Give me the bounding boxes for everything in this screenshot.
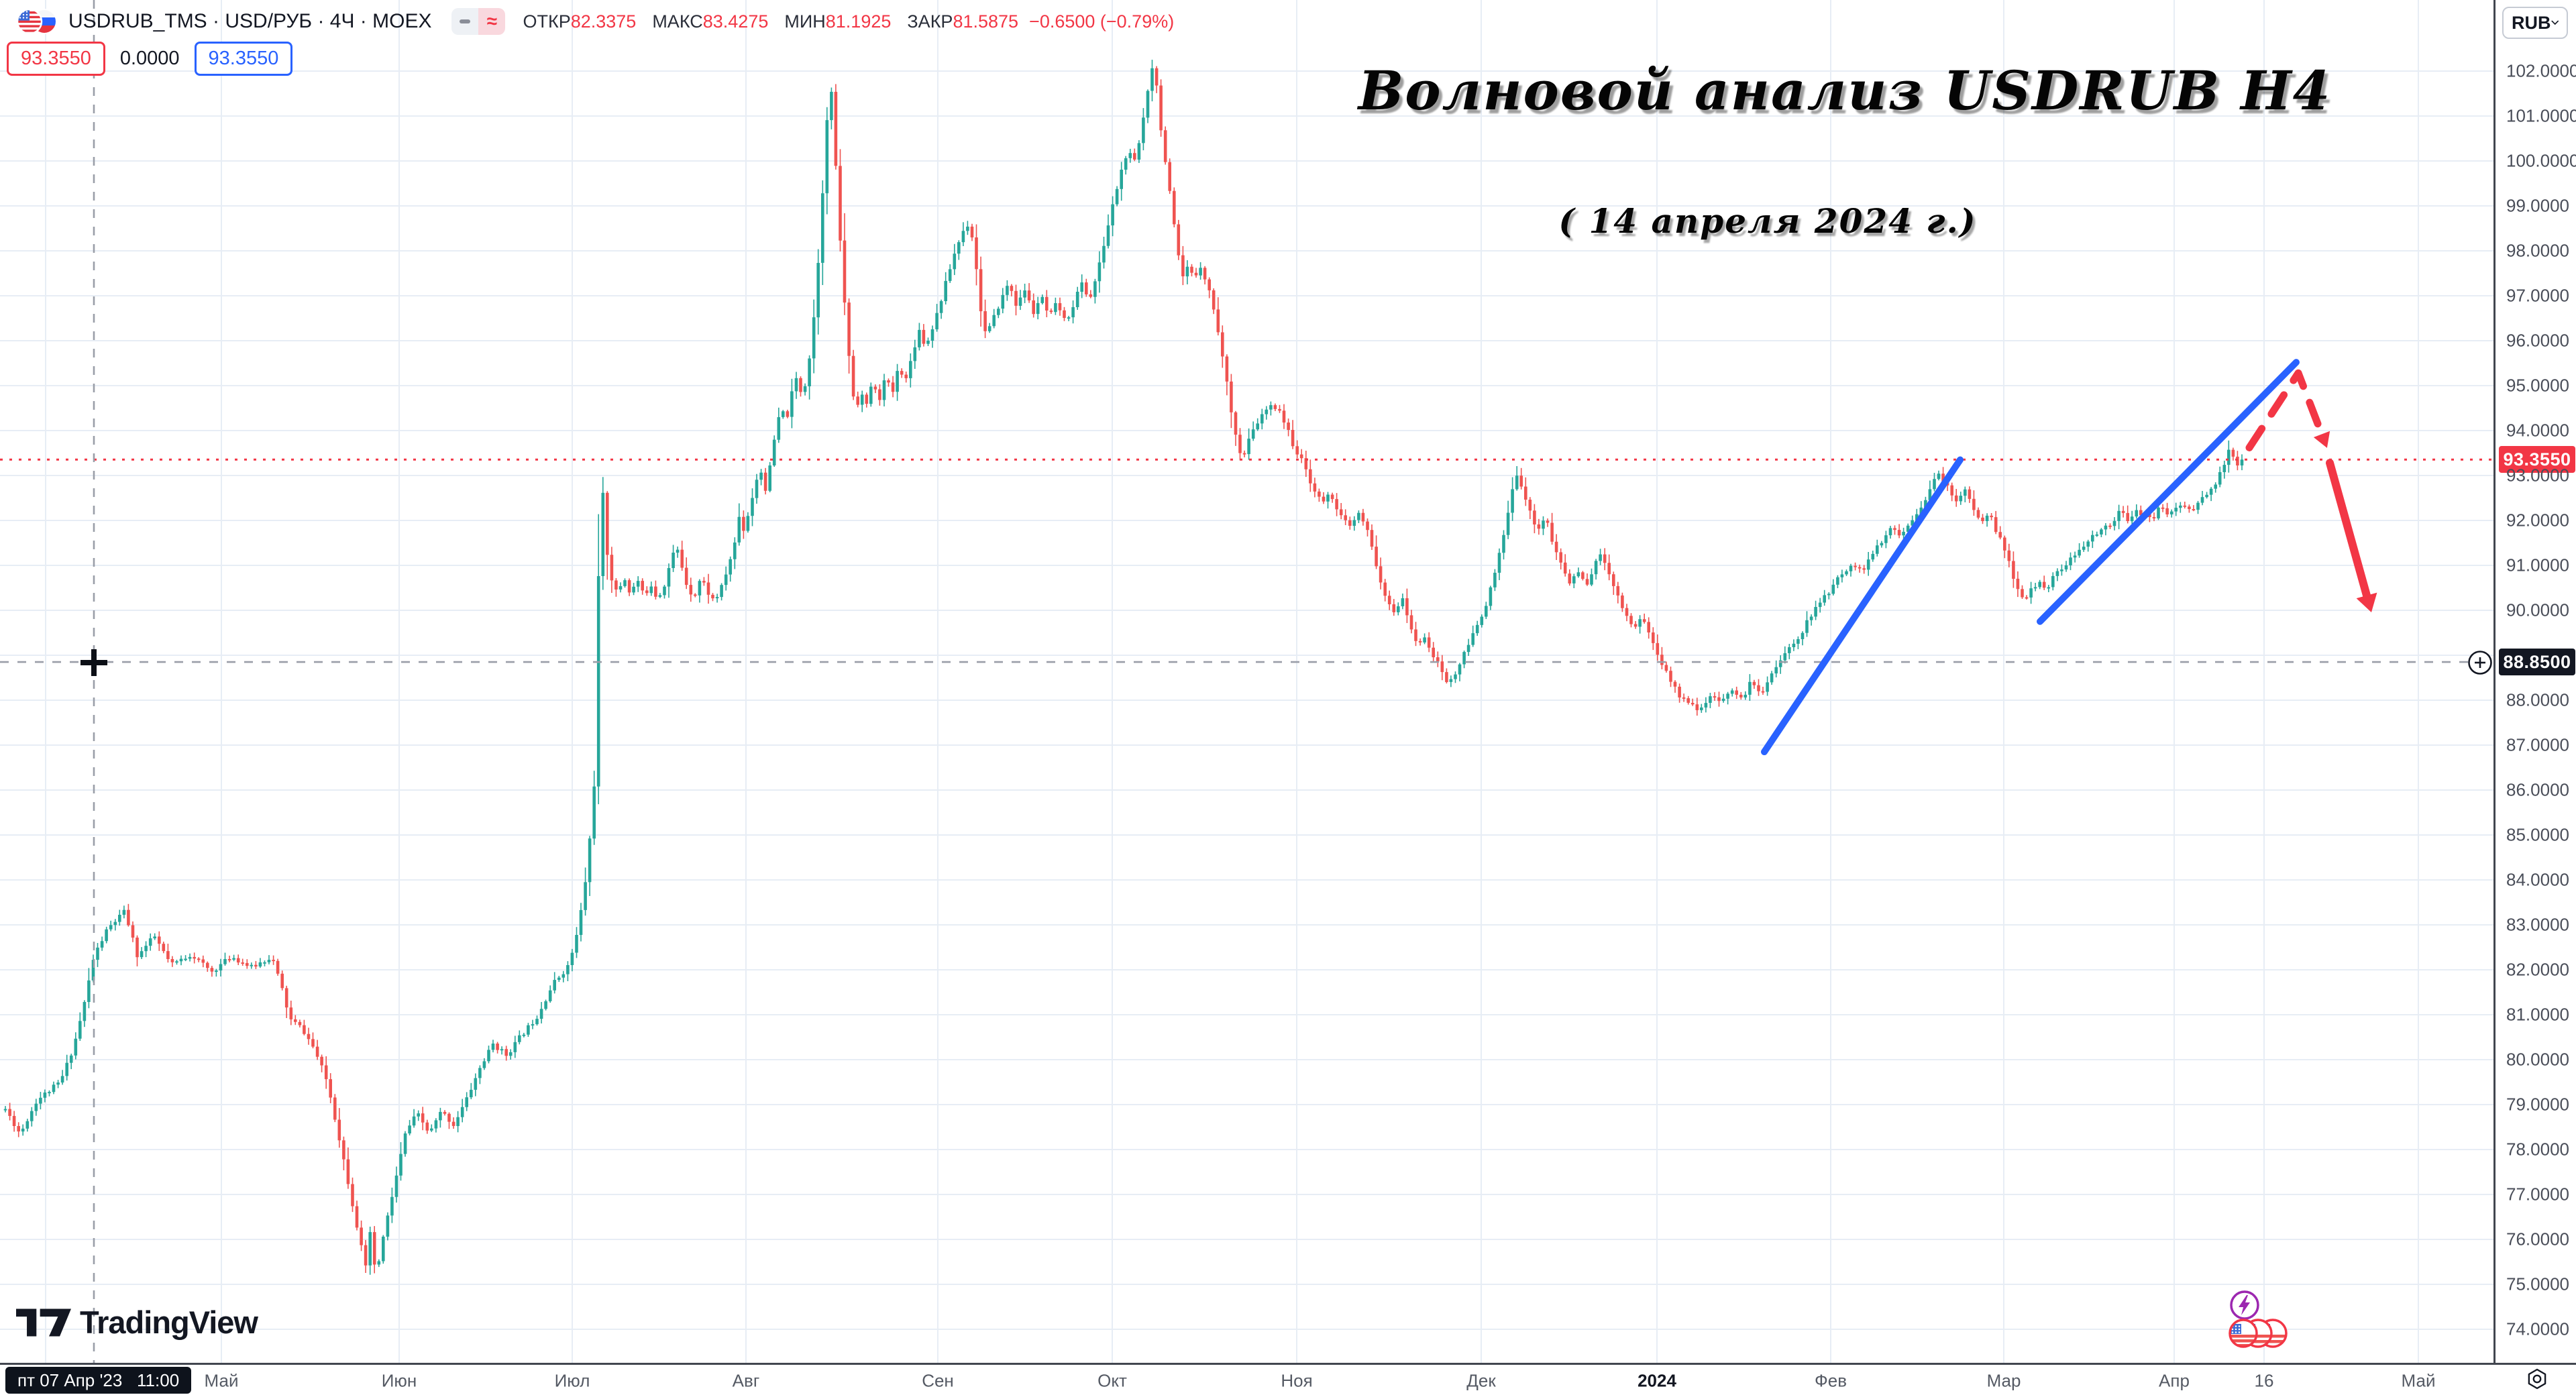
tradingview-logo-text: TradingView [80, 1304, 258, 1340]
open-value: 82.3375 [570, 11, 637, 32]
delayed-data-icon: ≈ [478, 8, 506, 35]
time-tick-label: Апр [2159, 1370, 2190, 1391]
wave-2-trendline [2037, 359, 2300, 625]
time-tick-label: Дек [1466, 1370, 1496, 1391]
last-price-badge: 93.3550 [2499, 446, 2575, 473]
price-tick-label: 77.0000 [2506, 1184, 2569, 1205]
time-tick-label: Май [2401, 1370, 2436, 1391]
open-label: ОТКР [523, 11, 571, 32]
price-tick-label: 86.0000 [2506, 779, 2569, 800]
market-status-badges[interactable]: ≈ [451, 8, 506, 35]
price-tick-label: 87.0000 [2506, 734, 2569, 755]
price-tick-label: 85.0000 [2506, 824, 2569, 845]
time-tick-label: Авг [732, 1370, 760, 1391]
price-tick-label: 83.0000 [2506, 914, 2569, 935]
price-tick-label: 78.0000 [2506, 1139, 2569, 1160]
axis-plus-button[interactable] [2467, 649, 2493, 676]
bid-price-box[interactable]: 93.3550 [7, 42, 105, 76]
market-closed-icon [451, 8, 479, 35]
price-tick-label: 82.0000 [2506, 959, 2569, 980]
price-tick-label: 91.0000 [2506, 555, 2569, 575]
spread-value: 0.0000 [119, 48, 180, 69]
price-tick-label: 79.0000 [2506, 1094, 2569, 1115]
ohlc-readout: ОТКР 82.3375 МАКС 83.4275 МИН 81.1925 ЗАКР 8… [523, 11, 1174, 32]
price-axis[interactable]: RUB 93.3550 88.8500 74.0000 75.0000 76.000… [2493, 0, 2576, 1395]
price-tick-label: 92.0000 [2506, 510, 2569, 531]
close-value: 81.5875 [953, 11, 1019, 32]
bid-ask-row: 93.3550 0.0000 93.3550 [7, 42, 293, 76]
change-value: −0.6500 (−0.79%) [1029, 11, 1175, 32]
wave-analysis-drawings[interactable] [1761, 359, 2377, 756]
crosshair-price-badge: 88.8500 [2499, 649, 2575, 676]
tradingview-logo[interactable]: TradingView [16, 1304, 258, 1341]
close-label: ЗАКР [907, 11, 953, 32]
wave-analysis-title[interactable]: Волновой анализ USDRUB H4 [1358, 59, 2332, 122]
price-tick-label: 95.0000 [2506, 375, 2569, 396]
price-tick-label: 101.0000 [2506, 105, 2576, 126]
price-tick-label: 84.0000 [2506, 869, 2569, 890]
chart-pane[interactable] [0, 0, 2493, 1363]
time-tick-label: Сен [922, 1370, 954, 1391]
high-value: 83.4275 [702, 11, 769, 32]
wave-analysis-date[interactable]: ( 14 апреля 2024 г.) [1558, 201, 1977, 241]
price-tick-label: 96.0000 [2506, 330, 2569, 351]
time-tick-label: 16 [2254, 1370, 2274, 1391]
ask-price-box[interactable]: 93.3550 [194, 42, 293, 76]
grid-lines [0, 0, 2493, 1363]
time-tick-label: Фев [1814, 1370, 1847, 1391]
idea-lightning-bubble[interactable] [2229, 1289, 2261, 1321]
price-tick-label: 88.0000 [2506, 689, 2569, 710]
currency-dropdown[interactable]: RUB [2502, 7, 2568, 39]
price-tick-label: 98.0000 [2506, 240, 2569, 261]
candlestick-series [3, 60, 2244, 1275]
price-tick-label: 75.0000 [2506, 1274, 2569, 1294]
price-tick-label: 80.0000 [2506, 1049, 2569, 1070]
price-tick-label: 97.0000 [2506, 285, 2569, 306]
price-tick-label: 74.0000 [2506, 1319, 2569, 1339]
projection-down-solid-arrow [2326, 459, 2371, 600]
crosshair-lines [0, 0, 2493, 1363]
time-tick-label: Ноя [1281, 1370, 1313, 1391]
price-tick-label: 81.0000 [2506, 1004, 2569, 1025]
tradingview-mark-icon [16, 1308, 71, 1336]
time-tick-label: Июл [554, 1370, 590, 1391]
time-tick-label: 2024 [1638, 1370, 1676, 1391]
currency-label: RUB [2512, 12, 2551, 33]
price-tick-label: 93.0000 [2506, 465, 2569, 486]
high-label: МАКС [652, 11, 703, 32]
time-tick-label: Май [204, 1370, 239, 1391]
price-tick-label: 100.0000 [2506, 150, 2576, 171]
chevron-down-icon [2551, 20, 2559, 25]
axis-settings-gear-icon[interactable] [2524, 1365, 2551, 1392]
time-tick-label: Окт [1097, 1370, 1127, 1391]
low-value: 81.1925 [825, 11, 892, 32]
price-tick-label: 94.0000 [2506, 420, 2569, 441]
usd-rub-flag-icon [16, 8, 57, 35]
symbol-title[interactable]: USDRUB_TMS · USD/РУБ · 4Ч · MOEX [68, 10, 432, 32]
idea-flag-bubbles[interactable] [2224, 1317, 2289, 1349]
time-tick-label: Июн [381, 1370, 417, 1391]
price-tick-label: 90.0000 [2506, 600, 2569, 620]
projection-up-dashed-arrow [2245, 369, 2326, 451]
low-label: МИН [784, 11, 826, 32]
crosshair-time-badge: пт 07 Апр '23 11:00 [5, 1367, 192, 1394]
wave-1-trendline [1761, 456, 1964, 756]
symbol-header: USDRUB_TMS · USD/РУБ · 4Ч · MOEX ≈ ОТКР 8… [15, 5, 1174, 38]
price-tick-label: 102.0000 [2506, 60, 2576, 81]
crosshair-center-icon [80, 649, 107, 676]
time-tick-label: Мар [1986, 1370, 2021, 1391]
price-tick-label: 76.0000 [2506, 1229, 2569, 1249]
time-axis[interactable]: пт 07 Апр '23 11:00 Май Июн Июл Авг Сен Окт Но… [0, 1363, 2576, 1395]
price-tick-label: 99.0000 [2506, 195, 2569, 216]
